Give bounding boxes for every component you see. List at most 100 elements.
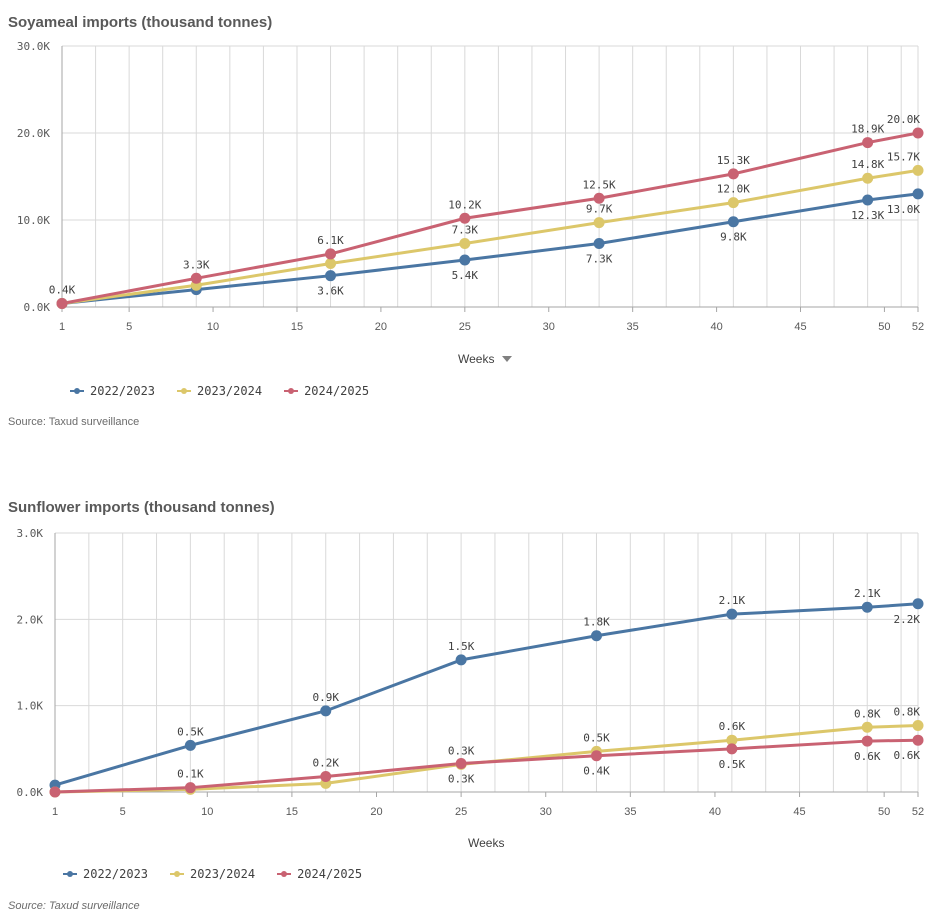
legend-label: 2023/2024 <box>197 384 263 398</box>
legend-label: 2022/2023 <box>83 867 149 881</box>
y-tick-label: 30.0K <box>17 40 50 53</box>
x-tick-label: 50 <box>878 806 890 818</box>
data-label: 14.8K <box>851 158 884 171</box>
data-label: 0.8K <box>854 707 881 720</box>
y-tick-label: 2.0K <box>17 613 44 626</box>
data-point <box>325 258 337 269</box>
series-line-2023-2024 <box>61 168 919 306</box>
data-label: 0.1K <box>177 768 204 781</box>
data-point <box>56 298 68 310</box>
x-tick-label: 40 <box>709 806 721 818</box>
data-label: 1.5K <box>448 640 475 653</box>
data-point <box>862 172 874 184</box>
data-point <box>459 254 471 266</box>
data-label: 0.6K <box>854 750 881 763</box>
caret-down-icon[interactable] <box>502 356 513 362</box>
data-label: 7.3K <box>452 223 479 236</box>
data-label: 2.1K <box>719 594 746 607</box>
data-label: 0.5K <box>177 725 204 738</box>
data-label: 12.0K <box>717 183 750 196</box>
data-label: 0.4K <box>583 765 610 778</box>
data-point <box>912 720 924 732</box>
series-line-2022-2023 <box>54 602 919 787</box>
data-label: 15.3K <box>717 154 750 167</box>
data-label: 9.8K <box>720 231 747 244</box>
data-label: 0.6K <box>719 720 746 733</box>
data-point <box>184 739 196 751</box>
data-label: 12.5K <box>583 178 616 191</box>
source-note: Source: Taxud surveillance <box>8 900 140 912</box>
legend-item-2022-2023[interactable]: 2022/2023 <box>63 867 148 881</box>
y-tick-label: 0.0K <box>17 786 44 799</box>
data-point <box>593 192 605 204</box>
data-label: 3.3K <box>183 258 210 271</box>
x-tick-label: 50 <box>878 321 890 333</box>
series-line-2022-2023 <box>61 192 919 306</box>
x-tick-label: 52 <box>912 321 924 333</box>
source-note: Source: Taxud surveillance <box>8 416 140 428</box>
y-tick-label: 0.0K <box>24 301 51 314</box>
data-point <box>912 188 924 200</box>
data-label: 13.0K <box>887 203 920 216</box>
data-label: 20.0K <box>887 113 920 126</box>
x-tick-label: 35 <box>624 806 636 818</box>
data-point <box>861 721 873 733</box>
legend-label: 2024/2025 <box>304 384 370 398</box>
data-label: 18.9K <box>851 123 884 136</box>
x-tick-label: 40 <box>710 321 722 333</box>
x-tick-label: 20 <box>370 806 382 818</box>
data-label: 0.3K <box>448 744 475 757</box>
data-point <box>459 212 471 224</box>
x-tick-label: 10 <box>201 806 213 818</box>
legend-item-2024-2025[interactable]: 2024/2025 <box>284 384 369 398</box>
series-line-2024-2025 <box>54 738 919 794</box>
data-label: 0.6K <box>894 749 921 762</box>
y-tick-label: 20.0K <box>17 127 50 140</box>
legend: 2022/2023 2023/2024 2024/2025 <box>63 867 362 881</box>
data-point <box>320 705 332 717</box>
data-point <box>455 654 467 666</box>
data-label: 3.6K <box>317 285 344 298</box>
data-point <box>912 598 924 610</box>
y-tick-label: 3.0K <box>17 527 44 540</box>
data-point <box>862 194 874 206</box>
x-tick-label: 20 <box>375 321 387 333</box>
data-point <box>912 734 924 746</box>
data-label: 5.4K <box>452 269 479 282</box>
data-label: 0.8K <box>894 706 921 719</box>
legend-item-2023-2024[interactable]: 2023/2024 <box>170 867 255 881</box>
data-point <box>912 164 924 176</box>
legend-label: 2024/2025 <box>297 867 363 881</box>
data-point <box>727 216 739 228</box>
data-point <box>861 735 873 747</box>
data-label: 12.3K <box>851 209 884 222</box>
data-point <box>190 272 202 284</box>
legend-item-2022-2023[interactable]: 2022/2023 <box>70 384 155 398</box>
chart-title: Soyameal imports (thousand tonnes) <box>8 14 273 31</box>
x-tick-label: 25 <box>459 321 471 333</box>
data-point <box>727 168 739 180</box>
x-tick-label: 25 <box>455 806 467 818</box>
legend-item-2023-2024[interactable]: 2023/2024 <box>177 384 262 398</box>
x-tick-label: 1 <box>59 321 65 333</box>
x-axis-title[interactable]: Weeks <box>458 352 513 366</box>
sunflower-chart: 0.0K1.0K2.0K3.0K1 5 10 15 20 25 30 35 40 45 50 520.… <box>17 527 925 818</box>
series-line-2024-2025 <box>61 131 919 305</box>
x-tick-label: 15 <box>286 806 298 818</box>
legend-item-2024-2025[interactable]: 2024/2025 <box>277 867 362 881</box>
y-tick-label: 1.0K <box>17 700 44 713</box>
data-label: 6.1K <box>317 234 344 247</box>
data-point <box>49 786 61 798</box>
series-marker-icon <box>70 387 84 395</box>
data-point <box>727 197 739 209</box>
data-point <box>862 137 874 149</box>
data-point <box>184 782 196 794</box>
series-marker-icon <box>177 387 192 395</box>
series-marker-icon <box>63 870 77 878</box>
data-label: 7.3K <box>586 252 613 265</box>
data-label: 2.2K <box>894 613 921 626</box>
data-point <box>861 601 873 613</box>
series-marker-icon <box>277 870 292 878</box>
data-label: 1.8K <box>583 616 610 629</box>
